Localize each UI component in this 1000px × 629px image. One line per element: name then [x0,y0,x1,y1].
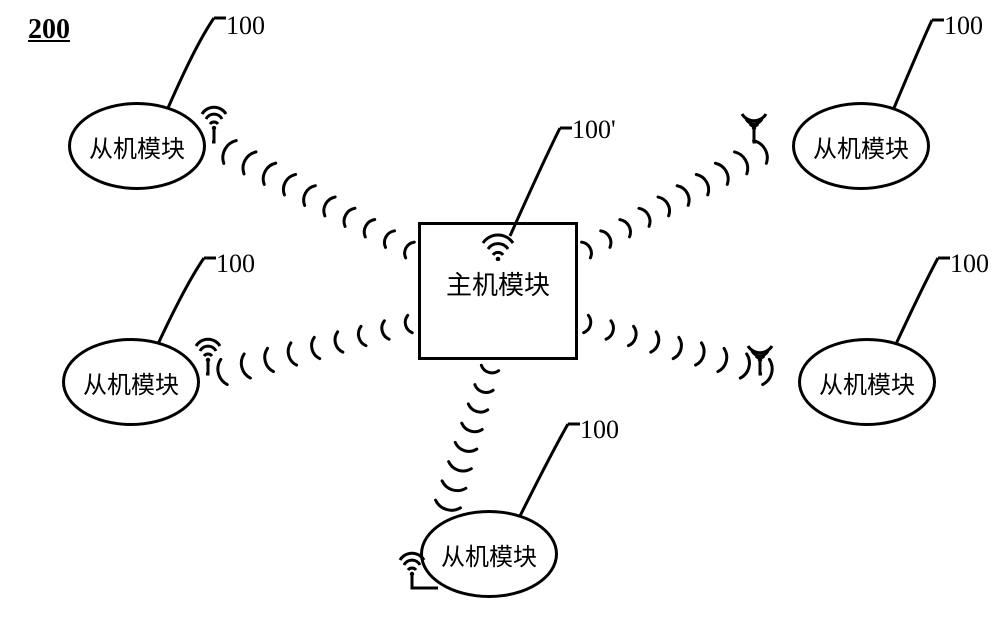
slave-module-tr: 从机模块 [792,102,930,190]
slave-module-tl: 从机模块 [68,102,206,190]
slave-label: 从机模块 [89,129,185,164]
svg-text:100': 100' [572,115,616,144]
wifi-icon [481,233,515,261]
slave-label: 从机模块 [813,129,909,164]
slave-label: 从机模块 [819,365,915,400]
svg-text:100: 100 [580,415,619,444]
slave-module-ml: 从机模块 [62,338,200,426]
svg-text:100: 100 [226,11,265,40]
host-label: 主机模块 [421,265,575,302]
host-module: 主机模块 [418,222,578,360]
slave-label: 从机模块 [83,365,179,400]
slave-label: 从机模块 [441,537,537,572]
svg-text:100: 100 [944,11,983,40]
slave-module-mr: 从机模块 [798,338,936,426]
svg-text:100: 100 [950,249,989,278]
svg-text:100: 100 [216,249,255,278]
slave-module-b: 从机模块 [420,510,558,598]
diagram-canvas: 200 100'100100100100100 主机模块 从机模块 从机模块 从… [0,0,1000,629]
